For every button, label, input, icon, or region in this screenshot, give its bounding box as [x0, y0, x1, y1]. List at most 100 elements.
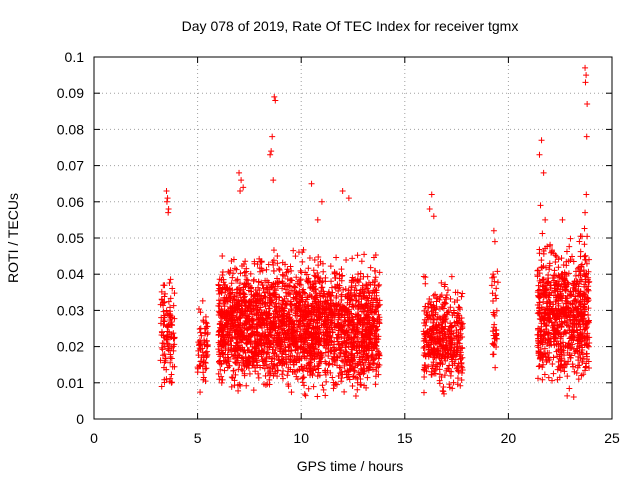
data-point [161, 293, 168, 300]
data-point [312, 342, 319, 349]
data-point [310, 316, 317, 323]
data-point [584, 330, 591, 337]
data-point [371, 356, 378, 363]
data-point [266, 305, 273, 312]
data-point [338, 319, 345, 326]
data-point [292, 309, 299, 316]
data-point [565, 311, 572, 318]
data-point [421, 316, 428, 323]
data-point [250, 311, 257, 318]
data-point [322, 367, 329, 374]
data-point [425, 304, 432, 311]
data-point [447, 304, 454, 311]
data-point [216, 285, 223, 292]
data-point [457, 349, 464, 356]
data-point [375, 311, 382, 318]
data-point [543, 280, 550, 287]
data-point [540, 352, 547, 359]
data-point [250, 292, 257, 299]
data-point [369, 366, 376, 373]
data-point [279, 375, 286, 382]
data-point [246, 370, 253, 377]
data-point [572, 287, 579, 294]
data-point [269, 133, 276, 140]
data-point [234, 359, 241, 366]
data-point [455, 304, 462, 311]
data-point [579, 296, 586, 303]
data-point [373, 323, 380, 330]
data-point [356, 290, 363, 297]
data-point [448, 324, 455, 331]
data-point [322, 392, 329, 399]
data-point [236, 169, 243, 176]
data-point [491, 321, 498, 328]
data-point [455, 368, 462, 375]
data-point [534, 310, 541, 317]
data-point [163, 376, 170, 383]
data-point [540, 248, 547, 255]
data-point [270, 261, 277, 268]
data-point [338, 307, 345, 314]
data-point [217, 366, 224, 373]
data-point [257, 268, 264, 275]
data-point [202, 360, 209, 367]
data-point [284, 372, 291, 379]
data-point [540, 298, 547, 305]
y-tick-label: 0.02 [57, 339, 84, 355]
data-point [281, 336, 288, 343]
data-point [222, 315, 229, 322]
data-point [561, 310, 568, 317]
data-point [362, 327, 369, 334]
data-point [577, 233, 584, 240]
data-point [441, 301, 448, 308]
data-point [310, 267, 317, 274]
data-point [171, 341, 178, 348]
data-point [194, 365, 201, 372]
data-point [304, 345, 311, 352]
data-point [218, 340, 225, 347]
data-point [257, 304, 264, 311]
data-point [310, 383, 317, 390]
data-point [343, 328, 350, 335]
data-point [577, 338, 584, 345]
data-point [204, 351, 211, 358]
data-point [576, 238, 583, 245]
data-point [272, 308, 279, 315]
data-point [282, 302, 289, 309]
data-point [272, 314, 279, 321]
data-point [266, 284, 273, 291]
data-point [311, 363, 318, 370]
data-point [215, 332, 222, 339]
data-point [303, 303, 310, 310]
data-point [584, 233, 591, 240]
data-point [303, 313, 310, 320]
data-point [363, 344, 370, 351]
data-point [266, 310, 273, 317]
data-point [287, 263, 294, 270]
data-point [197, 358, 204, 365]
data-point [376, 297, 383, 304]
data-point [166, 280, 173, 287]
data-point [333, 254, 340, 261]
data-point [303, 362, 310, 369]
data-point [317, 355, 324, 362]
data-point [437, 348, 444, 355]
data-point [375, 303, 382, 310]
data-point [199, 297, 206, 304]
data-point [232, 319, 239, 326]
data-point [288, 347, 295, 354]
data-point [366, 364, 373, 371]
data-point [158, 288, 165, 295]
data-point [371, 267, 378, 274]
data-point [198, 354, 205, 361]
data-point [433, 298, 440, 305]
data-point [274, 311, 281, 318]
data-point [261, 365, 268, 372]
data-point [295, 290, 302, 297]
data-point [288, 389, 295, 396]
data-point [299, 379, 306, 386]
data-point [577, 248, 584, 255]
data-point [330, 385, 337, 392]
data-point [566, 326, 573, 333]
data-point [334, 338, 341, 345]
